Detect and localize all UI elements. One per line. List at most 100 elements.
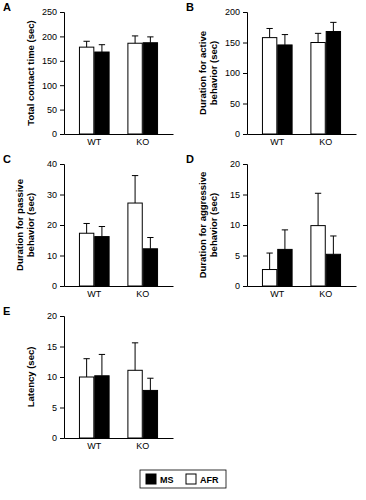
x-axis-line <box>248 286 357 287</box>
y-tick-label: 0 <box>52 129 57 139</box>
y-tick: 20 <box>47 311 64 321</box>
marks <box>79 343 157 438</box>
x-tick-label: WT <box>87 441 101 451</box>
x-axis-line <box>65 438 174 439</box>
x-tick: KO <box>136 286 149 299</box>
y-tick-label: 50 <box>47 105 57 115</box>
y-axis: 050100150200250 <box>42 7 65 139</box>
y-tick-mark <box>60 195 64 196</box>
legend-label: AFR <box>200 475 219 485</box>
error-cap <box>147 378 153 379</box>
y-axis-line <box>60 165 65 287</box>
error-bar <box>83 41 89 47</box>
y-tick-label: 15 <box>230 190 240 200</box>
error-cap <box>330 235 336 236</box>
y-tick-label: 250 <box>42 7 57 17</box>
y-tick-label: 0 <box>235 129 240 139</box>
x-tick-label: KO <box>319 137 332 147</box>
y-tick-label: 40 <box>47 159 57 169</box>
bar <box>79 47 93 134</box>
y-tick-label: 15 <box>47 342 57 352</box>
error-bar <box>282 230 288 250</box>
x-tick-label: KO <box>136 137 149 147</box>
y-tick-label: 150 <box>42 56 57 66</box>
x-axis-line <box>248 134 357 135</box>
x-tick-label: WT <box>270 289 284 299</box>
y-tick-mark <box>60 286 64 287</box>
y-tick-label: 200 <box>42 32 57 42</box>
error-cap <box>330 22 336 23</box>
error-line <box>318 33 319 42</box>
y-axis-title: Duration for aggressivebehavior (sec) <box>197 172 219 279</box>
y-tick: 50 <box>47 105 64 115</box>
y-tick-mark <box>60 85 64 86</box>
error-cap <box>282 34 288 35</box>
y-tick-mark <box>60 61 64 62</box>
bar <box>143 249 157 286</box>
y-axis-title-line: Latency (sec) <box>25 347 36 408</box>
legend-frame <box>140 470 226 488</box>
y-tick-label: 20 <box>47 220 57 230</box>
error-cap <box>132 35 138 36</box>
error-line <box>333 22 334 31</box>
y-tick-mark <box>60 316 64 317</box>
x-tick: KO <box>136 134 149 147</box>
y-axis-line <box>60 317 65 439</box>
y-tick: 0 <box>52 433 64 443</box>
error-bar <box>83 359 89 377</box>
y-tick-mark <box>243 195 247 196</box>
plot: 05101520WTKODuration for aggressivebehav… <box>197 159 357 299</box>
x-tick: WT <box>87 134 101 147</box>
y-tick: 0 <box>52 281 64 291</box>
error-cap <box>132 175 138 176</box>
bar <box>128 370 142 438</box>
y-axis-title: Latency (sec) <box>25 347 36 408</box>
y-axis-title-line: Total contact time (sec) <box>25 20 36 125</box>
x-axis: WT KO <box>248 286 357 299</box>
error-cap <box>132 342 138 343</box>
error-bar <box>132 176 138 203</box>
x-tick: WT <box>270 134 284 147</box>
y-axis-title: Total contact time (sec) <box>25 20 36 125</box>
y-tick-mark <box>243 12 247 13</box>
y-axis: 050100150200 <box>225 7 248 139</box>
error-cap <box>99 44 105 45</box>
panel: C010203040WTKODuration for passivebehavi… <box>3 153 174 299</box>
error-line <box>284 35 285 45</box>
x-tick-label: WT <box>87 289 101 299</box>
error-line <box>86 223 87 233</box>
panel-title: D <box>186 153 194 165</box>
y-tick-label: 5 <box>52 403 57 413</box>
error-line <box>150 37 151 43</box>
y-tick-mark <box>60 347 64 348</box>
marks <box>262 193 340 286</box>
error-bar <box>83 223 89 233</box>
marks <box>79 36 157 134</box>
y-tick-mark <box>243 286 247 287</box>
x-tick-label: KO <box>319 289 332 299</box>
marks <box>79 176 157 286</box>
y-tick: 20 <box>47 220 64 230</box>
y-tick-mark <box>60 36 64 37</box>
error-bar <box>266 253 272 269</box>
plot: 010203040WTKODuration for passivebehavio… <box>14 159 174 299</box>
error-bar <box>132 343 138 370</box>
error-bar <box>315 193 321 225</box>
x-tick-label: KO <box>136 441 149 451</box>
y-tick-mark <box>60 134 64 135</box>
y-tick: 10 <box>47 372 64 382</box>
y-tick: 200 <box>42 32 64 42</box>
x-axis: WT KO <box>65 286 174 299</box>
error-line <box>269 253 270 269</box>
y-axis-title: Duration for passivebehavior (sec) <box>14 179 36 271</box>
bar <box>95 52 109 134</box>
error-cap <box>147 237 153 238</box>
error-cap <box>99 226 105 227</box>
error-bar <box>330 236 336 254</box>
x-axis: WT KO <box>248 134 357 147</box>
x-tick: WT <box>87 438 101 451</box>
y-tick: 5 <box>52 403 64 413</box>
error-line <box>284 230 285 250</box>
error-cap <box>147 36 153 37</box>
bar <box>79 233 93 286</box>
